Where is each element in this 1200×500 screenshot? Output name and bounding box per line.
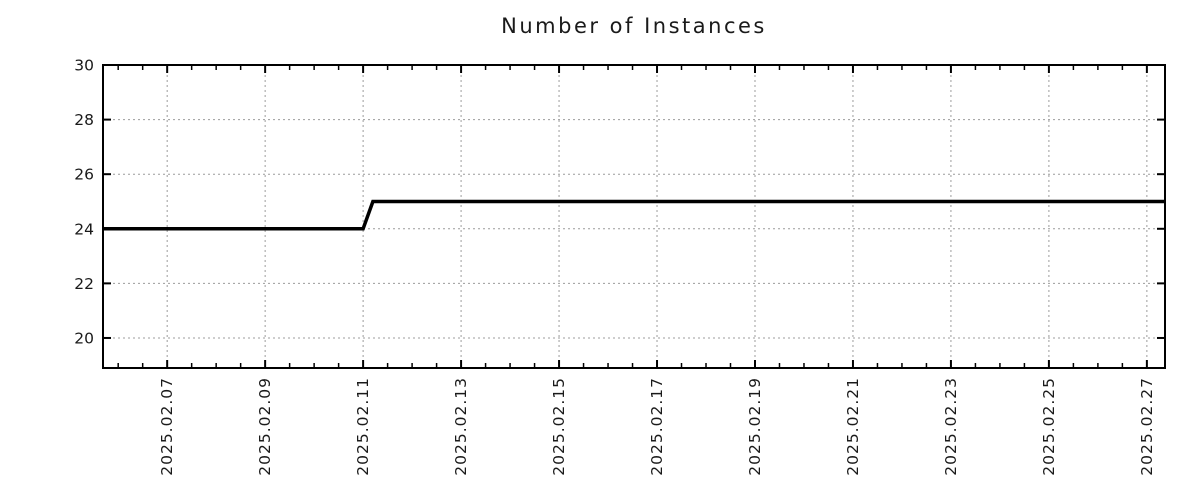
chart-title: Number of Instances (501, 14, 767, 38)
x-tick-label: 2025.02.23 (942, 377, 960, 476)
y-tick-label: 24 (74, 220, 94, 238)
x-tick-label: 2025.02.27 (1138, 377, 1156, 476)
y-tick-label: 28 (74, 111, 94, 129)
plot-frame (102, 64, 1166, 369)
series-line (103, 199, 1165, 231)
x-tick-label: 2025.02.15 (550, 377, 568, 476)
x-tick-label: 2025.02.21 (844, 377, 862, 476)
x-tick-label: 2025.02.11 (354, 377, 372, 476)
x-tick-label: 2025.02.13 (452, 377, 470, 476)
x-tick-label: 2025.02.07 (158, 377, 176, 476)
y-tick-label: 20 (74, 329, 94, 347)
x-tick-label: 2025.02.17 (648, 377, 666, 476)
y-tick-label: 30 (74, 57, 94, 75)
y-tick-label: 22 (74, 275, 94, 293)
x-tick-label: 2025.02.19 (746, 377, 764, 476)
y-tick-label: 26 (74, 166, 94, 184)
x-tick-label: 2025.02.25 (1040, 377, 1058, 476)
x-tick-label: 2025.02.09 (256, 377, 274, 476)
